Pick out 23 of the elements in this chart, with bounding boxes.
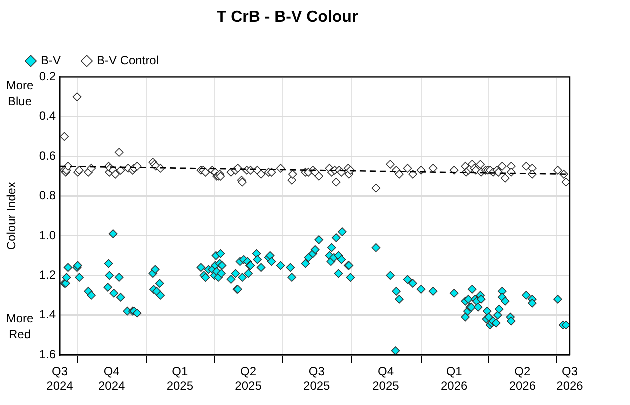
x-tick-label: Q2 2025	[235, 364, 262, 393]
legend-label: B-V Control	[97, 54, 160, 68]
x-tick-label: Q1 2025	[166, 364, 194, 393]
text: More Red	[6, 311, 34, 342]
x-tick-label: Q3 2025	[304, 364, 331, 393]
x-tick-label: Q4 2024	[98, 364, 126, 393]
y-axis-title: Colour Index	[4, 182, 19, 250]
chart-title: T CrB - B-V Colour	[216, 9, 358, 26]
x-tick-label: Q3 2024	[46, 364, 74, 393]
x-tick-label: Q4 2025	[372, 364, 400, 393]
x-tick-label: Q3 2026	[556, 364, 584, 393]
y-tick-label: 1.0	[39, 228, 56, 242]
y-tick-label: 0.6	[39, 148, 56, 163]
text: More Blue	[6, 78, 34, 109]
legend-label: B-V	[41, 54, 62, 68]
y-tick-label: 0.2	[39, 70, 56, 84]
y-tick-label: 0.4	[39, 109, 56, 124]
y-tick-label: 0.8	[39, 188, 56, 203]
y-tick-label: 1.4	[39, 308, 56, 322]
y-tick-label: 1.2	[39, 268, 56, 282]
x-tick-label: Q2 2026	[509, 364, 536, 393]
x-tick-label: Q1 2026	[440, 364, 468, 393]
y-tick-label: 1.6	[39, 347, 56, 362]
